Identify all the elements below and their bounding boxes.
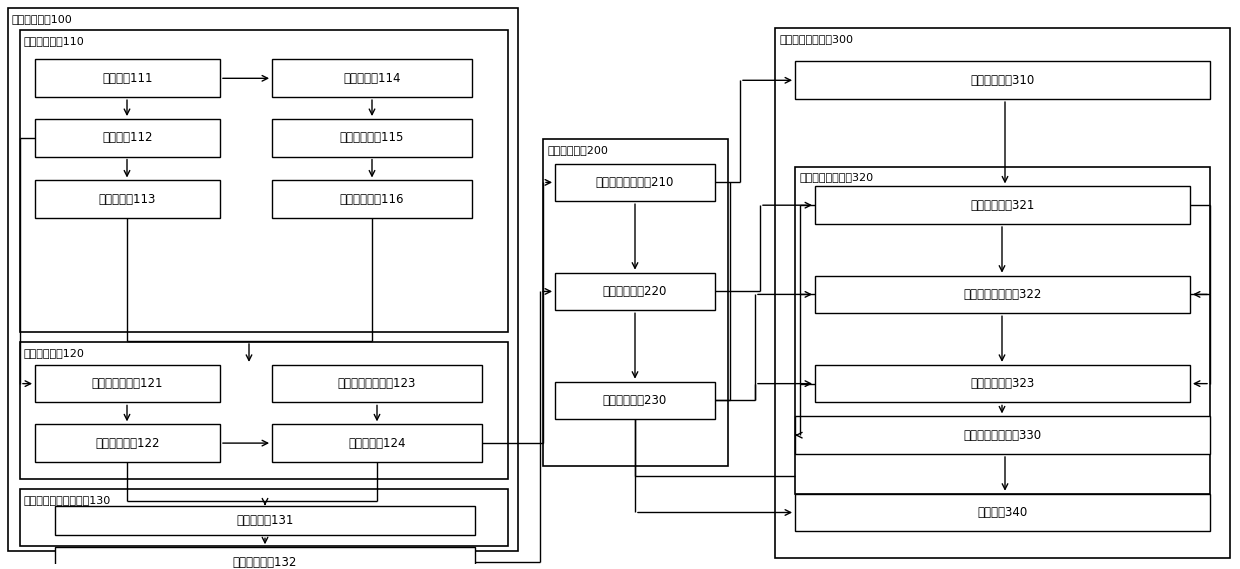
Text: 焊接剂模块124: 焊接剂模块124 bbox=[348, 436, 405, 450]
Bar bbox=[815, 187, 1190, 224]
Text: 晶体封装模块116: 晶体封装模块116 bbox=[340, 193, 404, 206]
Bar bbox=[815, 275, 1190, 314]
Bar bbox=[20, 342, 508, 479]
Bar bbox=[272, 60, 472, 97]
Text: 光电转换模块120: 光电转换模块120 bbox=[24, 348, 84, 358]
Text: 网络模块340: 网络模块340 bbox=[977, 506, 1028, 519]
Text: 隔光层模块114: 隔光层模块114 bbox=[343, 72, 401, 85]
Text: 模拟数字转换模块210: 模拟数字转换模块210 bbox=[595, 176, 675, 189]
Text: 深度信息重建模块300: 深度信息重建模块300 bbox=[779, 34, 853, 44]
Bar bbox=[55, 505, 475, 535]
Bar bbox=[55, 547, 475, 569]
Text: 光导模块112: 光导模块112 bbox=[102, 131, 153, 145]
Bar bbox=[556, 163, 715, 201]
Text: 电阻网络模块122: 电阻网络模块122 bbox=[95, 436, 160, 450]
Text: 位置计算模块323: 位置计算模块323 bbox=[971, 377, 1034, 390]
Bar bbox=[35, 424, 219, 462]
Text: 阈值放大模块220: 阈值放大模块220 bbox=[603, 285, 667, 298]
Bar bbox=[35, 180, 219, 218]
Text: 模拟电信号预处理模块130: 模拟电信号预处理模块130 bbox=[24, 494, 112, 505]
Bar bbox=[543, 139, 728, 466]
Bar bbox=[35, 60, 219, 97]
Bar bbox=[795, 167, 1210, 494]
Text: 时间数字模块230: 时间数字模块230 bbox=[603, 394, 667, 407]
Bar bbox=[272, 180, 472, 218]
Text: 晶体模块111: 晶体模块111 bbox=[102, 72, 153, 85]
Bar bbox=[35, 119, 219, 156]
Bar bbox=[7, 8, 518, 551]
Bar bbox=[272, 119, 472, 156]
Bar bbox=[272, 424, 482, 462]
Bar bbox=[20, 30, 508, 332]
Text: 事例属性计算模块320: 事例属性计算模块320 bbox=[799, 172, 873, 183]
Bar bbox=[815, 365, 1190, 402]
Text: 放大器模块131: 放大器模块131 bbox=[237, 514, 294, 527]
Text: 光电探测器模块121: 光电探测器模块121 bbox=[92, 377, 164, 390]
Text: 数据分割模块310: 数据分割模块310 bbox=[971, 74, 1034, 87]
Text: 晶体光学模块110: 晶体光学模块110 bbox=[24, 36, 84, 46]
Text: 事例数据封装模块330: 事例数据封装模块330 bbox=[963, 428, 1042, 442]
Bar bbox=[556, 382, 715, 419]
Bar bbox=[795, 417, 1210, 454]
Bar bbox=[795, 61, 1210, 99]
Text: 反光层模块113: 反光层模块113 bbox=[99, 193, 156, 206]
Bar bbox=[272, 365, 482, 402]
Text: 数据获取模块200: 数据获取模块200 bbox=[547, 145, 608, 155]
Bar bbox=[775, 28, 1230, 558]
Bar bbox=[20, 489, 508, 546]
Text: 高频走线模块132: 高频走线模块132 bbox=[233, 555, 298, 568]
Text: 到达时间估计模块322: 到达时间估计模块322 bbox=[963, 288, 1042, 301]
Text: 光学胶水模块115: 光学胶水模块115 bbox=[340, 131, 404, 145]
Text: 幅值估计模块321: 幅值估计模块321 bbox=[971, 199, 1034, 212]
Bar bbox=[795, 494, 1210, 531]
Bar bbox=[35, 365, 219, 402]
Text: 高压电源转换模块123: 高压电源转换模块123 bbox=[337, 377, 417, 390]
Bar bbox=[556, 273, 715, 310]
Text: 晶体光电模块100: 晶体光电模块100 bbox=[12, 14, 73, 24]
